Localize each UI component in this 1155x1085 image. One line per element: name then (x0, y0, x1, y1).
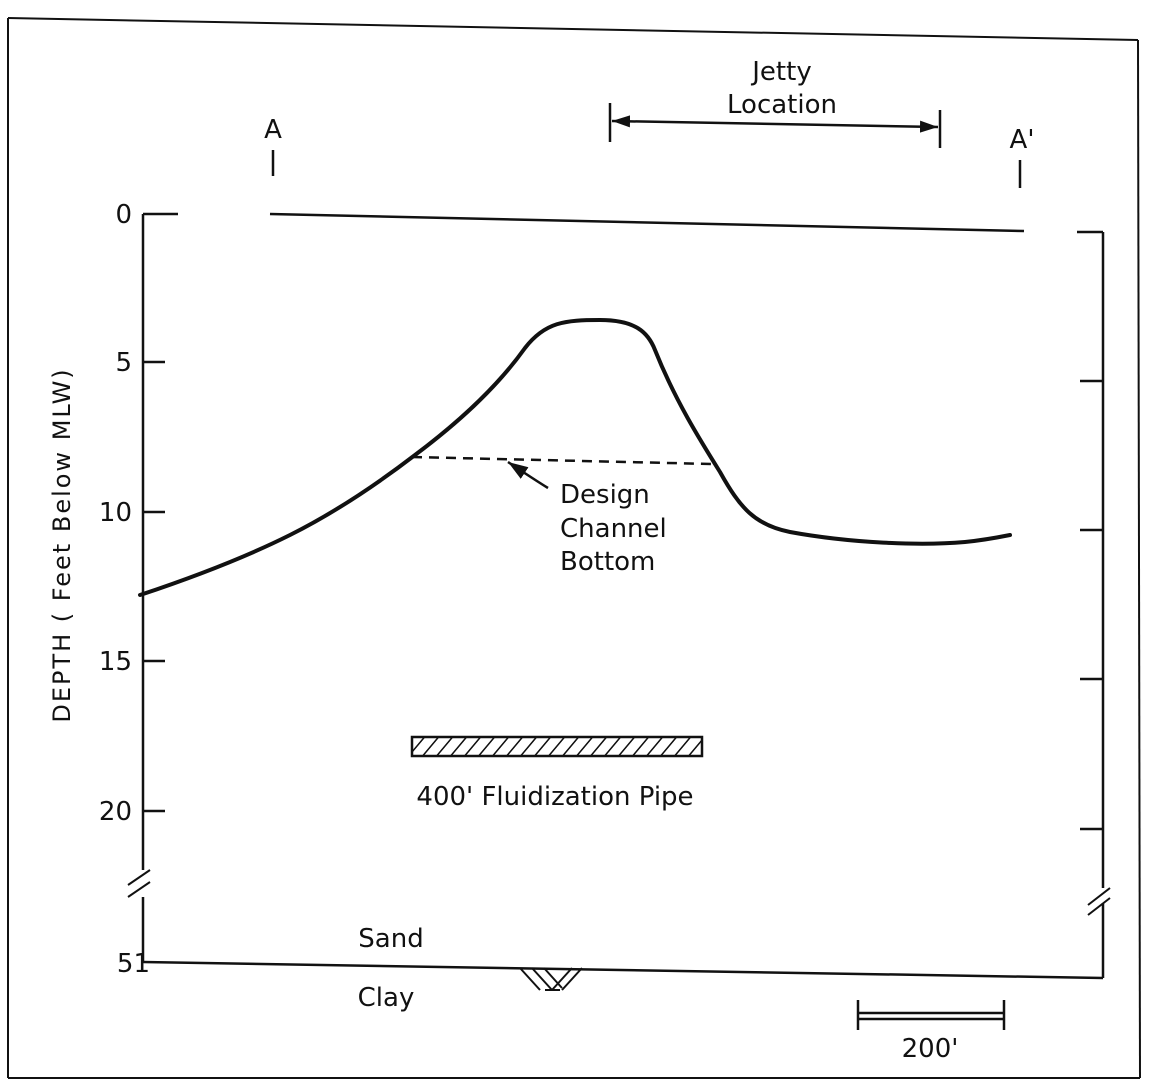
design-channel-annotation: Design Channel Bottom (507, 460, 667, 577)
section-label-a-prime: A' (1010, 125, 1035, 155)
scale-bar-label: 200' (902, 1034, 959, 1064)
sand-layer-label: Sand (358, 924, 423, 954)
figure-frame (7, 17, 1141, 1079)
scale-bar: 200' (856, 1000, 1006, 1064)
jetty-label-line2: Location (727, 90, 837, 120)
depth-tick-20: 20 (99, 797, 165, 827)
clay-layer-label: Clay (358, 983, 415, 1013)
depth-axis: 0 5 10 15 20 51 DEPTH ( Feet Below MLW) (48, 200, 178, 979)
fluidization-pipe: 400' Fluidization Pipe (410, 735, 704, 812)
seabed-profile-line (138, 317, 1012, 597)
right-axis (1077, 230, 1111, 978)
mlw-water-line (269, 212, 1025, 233)
section-label-a: A (264, 115, 282, 145)
section-marker-a: A (264, 115, 282, 176)
jetty-label-line1: Jetty (750, 57, 811, 87)
sand-clay-boundary (142, 960, 1104, 991)
depth-tick-label-20: 20 (99, 797, 132, 827)
fluidization-pipe-label: 400' Fluidization Pipe (416, 782, 693, 812)
depth-tick-5: 5 (115, 348, 165, 378)
depth-tick-label-5: 5 (115, 348, 132, 378)
depth-tick-10: 10 (99, 498, 165, 528)
jetty-location-marker: Jetty Location (608, 57, 942, 148)
depth-tick-label-10: 10 (99, 498, 132, 528)
annotation-line1: Design (560, 480, 650, 510)
depth-tick-label-15: 15 (99, 647, 132, 677)
annotation-line3: Bottom (560, 547, 655, 577)
depth-tick-label-51: 51 (117, 949, 150, 979)
depth-axis-title: DEPTH ( Feet Below MLW) (48, 367, 76, 722)
section-marker-a-prime: A' (1010, 125, 1035, 188)
depth-tick-0: 0 (115, 200, 178, 230)
depth-tick-label-0: 0 (115, 200, 132, 230)
annotation-line2: Channel (560, 514, 667, 544)
depth-tick-15: 15 (99, 647, 165, 677)
depth-tick-51: 51 (117, 949, 150, 979)
ground-hatch-symbol (519, 967, 583, 991)
design-channel-bottom-line (411, 455, 713, 466)
